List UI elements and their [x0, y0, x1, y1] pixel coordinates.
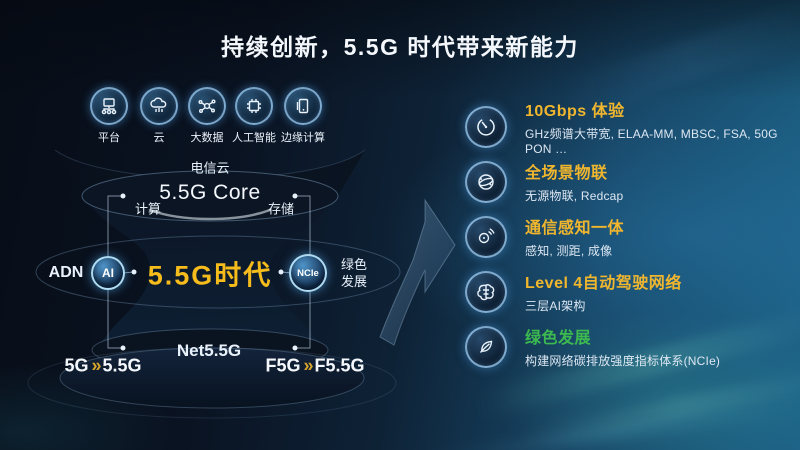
green-development-label: 绿色 发展: [340, 257, 367, 289]
gauge-icon: [465, 105, 507, 148]
platform-item: 平台: [79, 87, 139, 145]
cloud-item: 云: [129, 87, 189, 145]
radar-sensing-icon: [465, 215, 507, 258]
slide-title: 持续创新，5.5G 时代带来新能力: [221, 34, 579, 60]
net55g-label: Net5.5G: [176, 341, 242, 360]
adn-label: ADN: [48, 264, 84, 281]
funnel-shapes: [27, 149, 401, 419]
ai-node-badge: AI: [91, 256, 125, 290]
capability-title: 10Gbps 体验: [525, 103, 625, 120]
big-data-label: 大数据: [190, 132, 224, 144]
evolution-arrow-icon: »: [91, 355, 101, 376]
compute-label: 计算: [134, 201, 162, 217]
capability-text: 绿色发展 构建网络碳排放强度指标体系(NCIe): [525, 324, 720, 369]
cloud-label: 云: [153, 132, 165, 144]
funnel-diagram: 平台 云 大数据: [22, 70, 442, 422]
ai-chip-icon: [235, 87, 273, 125]
capability-iot: 全场景物联 无源物联, Redcap: [465, 154, 795, 209]
evolution-f5g: F5G» F5.5G: [265, 356, 364, 377]
capability-text: 10Gbps 体验 GHz频谱大带宽, ELAA-MM, MBSC, FSA, …: [525, 97, 795, 156]
evolution-5g: 5G» 5.5G: [64, 356, 141, 377]
capability-list: 10Gbps 体验 GHz频谱大带宽, ELAA-MM, MBSC, FSA, …: [465, 99, 795, 374]
capability-green: 绿色发展 构建网络碳排放强度指标体系(NCIe): [465, 319, 795, 374]
platform-label: 平台: [98, 132, 120, 144]
capability-text: Level 4自动驾驶网络 三层AI架构: [525, 269, 682, 314]
storage-label: 存储: [267, 201, 295, 217]
platform-icon: [90, 87, 128, 125]
edge-computing-icon: [284, 87, 322, 125]
light-streak: [521, 367, 800, 449]
ai-label: 人工智能: [232, 132, 276, 144]
cloud-icon: [140, 87, 178, 125]
capability-text: 全场景物联 无源物联, Redcap: [525, 159, 623, 204]
capability-title: 通信感知一体: [525, 220, 625, 237]
evolution-arrow-icon: »: [303, 355, 313, 376]
evolution-f5g-from: F5G: [265, 355, 301, 376]
evolution-5g-from: 5G: [64, 355, 89, 376]
capability-desc: 感知, 测距, 成像: [525, 244, 613, 258]
autonomous-brain-icon: [465, 270, 507, 313]
capability-10gbps: 10Gbps 体验 GHz频谱大带宽, ELAA-MM, MBSC, FSA, …: [465, 97, 795, 156]
telecom-cloud-label: 电信云: [190, 160, 230, 176]
edge-computing-item: 边缘计算: [273, 87, 333, 145]
light-streak: [430, 397, 800, 450]
edge-computing-label: 边缘计算: [281, 132, 325, 144]
capability-desc: GHz频谱大带宽, ELAA-MM, MBSC, FSA, 50G PON …: [525, 127, 778, 156]
leaf-icon: [465, 325, 507, 368]
evolution-5g-to: 5.5G: [102, 355, 142, 376]
capability-desc: 无源物联, Redcap: [525, 189, 624, 203]
era-label: 5.5G时代: [147, 260, 273, 291]
transition-arrow-icon: [379, 198, 456, 346]
capability-desc: 三层AI架构: [525, 299, 586, 313]
capability-sensing: 通信感知一体 感知, 测距, 成像: [465, 209, 795, 264]
capability-text: 通信感知一体 感知, 测距, 成像: [525, 214, 624, 259]
capability-autonomous: Level 4自动驾驶网络 三层AI架构: [465, 264, 795, 319]
evolution-f5g-to: F5.5G: [314, 355, 365, 376]
big-data-item: 大数据: [177, 87, 237, 145]
capability-title: 全场景物联: [525, 165, 608, 182]
capability-title: 绿色发展: [525, 330, 592, 347]
core-label: 5.5G Core: [159, 181, 261, 204]
capability-desc: 构建网络碳排放强度指标体系(NCIe): [525, 354, 721, 368]
ncie-node-badge: NCIe: [289, 254, 327, 292]
iot-globe-icon: [465, 160, 507, 203]
big-data-icon: [188, 87, 226, 125]
ai-item: 人工智能: [224, 87, 284, 145]
capability-title: Level 4自动驾驶网络: [525, 275, 682, 292]
